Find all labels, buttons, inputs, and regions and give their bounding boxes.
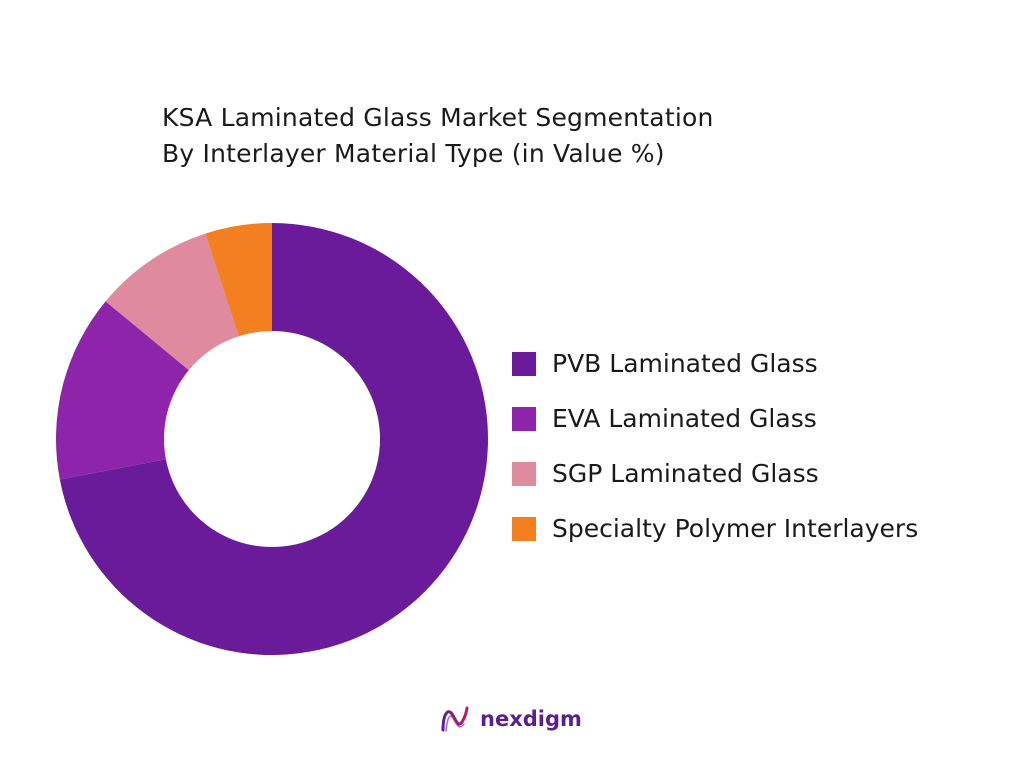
legend-item: Specialty Polymer Interlayers [512, 501, 918, 556]
chart-subtitle: By Interlayer Material Type (in Value %) [162, 139, 665, 168]
donut-slice-specialty-polymer-interlayers [205, 223, 272, 337]
chart-title-block: KSA Laminated Glass Market Segmentation … [162, 100, 714, 172]
chart-legend: PVB Laminated Glass EVA Laminated Glass SG… [512, 336, 918, 556]
donut-slice-pvb-laminated-glass [59, 223, 489, 655]
donut-slice-sgp-laminated-glass [105, 233, 239, 371]
legend-swatch [512, 516, 536, 541]
legend-item: EVA Laminated Glass [512, 391, 918, 446]
legend-swatch [512, 461, 536, 486]
chart-title: KSA Laminated Glass Market Segmentation [162, 103, 714, 132]
legend-label: Specialty Polymer Interlayers [552, 514, 919, 543]
legend-item: PVB Laminated Glass [512, 336, 918, 391]
brand-name: nexdigm [480, 707, 582, 731]
legend-label: SGP Laminated Glass [552, 459, 819, 488]
brand-logo: nexdigm [440, 704, 582, 734]
donut-slice-eva-laminated-glass [55, 301, 189, 480]
legend-swatch [512, 406, 536, 431]
nexdigm-wave-icon [441, 706, 469, 732]
legend-label: PVB Laminated Glass [552, 349, 818, 378]
legend-swatch [512, 351, 536, 376]
legend-item: SGP Laminated Glass [512, 446, 918, 501]
legend-label: EVA Laminated Glass [552, 404, 817, 433]
